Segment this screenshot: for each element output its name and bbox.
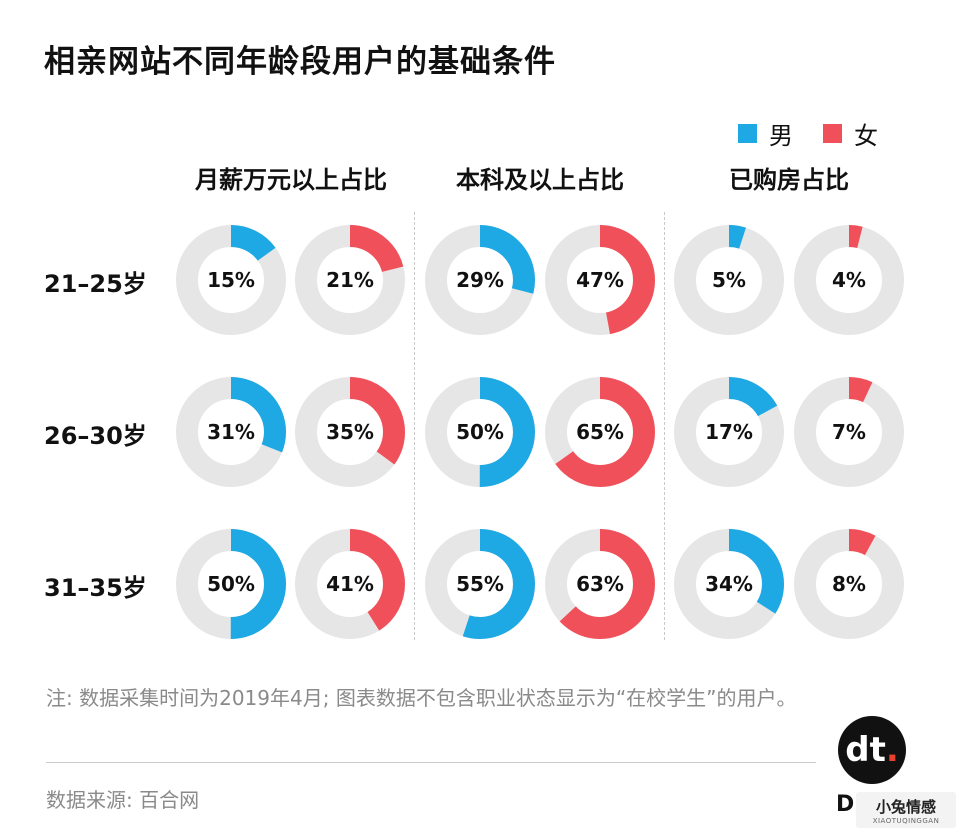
donut-segment-female xyxy=(295,529,405,639)
divider-line xyxy=(46,762,816,763)
donut-segment-female xyxy=(545,529,655,639)
donut-male: 50% xyxy=(425,377,535,487)
watermark-text: 小兔情感 xyxy=(875,797,936,816)
data-label: 34% xyxy=(705,572,753,596)
donut-segment-female xyxy=(794,377,904,487)
data-label: 50% xyxy=(456,420,504,444)
watermark-badge: 小兔情感 XIAOTUQINGGAN xyxy=(856,792,956,828)
donut-segment-female xyxy=(794,225,904,335)
chart-title: 相亲网站不同年龄段用户的基础条件 xyxy=(44,44,556,80)
donut-segment-female xyxy=(545,377,655,487)
donut-female: 35% xyxy=(295,377,405,487)
column-header-education: 本科及以上占比 xyxy=(456,166,624,194)
row-label-21-25: 21–25岁 xyxy=(44,270,147,298)
legend: 男 女 xyxy=(738,116,908,151)
data-label: 15% xyxy=(207,268,255,292)
legend-label-female: 女 xyxy=(854,122,878,150)
data-label: 31% xyxy=(207,420,255,444)
donut-segment-male xyxy=(176,377,286,487)
dt-logo: dt. xyxy=(838,716,906,784)
donut-male: 50% xyxy=(176,529,286,639)
donut-male: 55% xyxy=(425,529,535,639)
column-header-income: 月薪万元以上占比 xyxy=(195,166,387,194)
donut-male: 34% xyxy=(674,529,784,639)
legend-item-female: 女 xyxy=(823,116,878,151)
donut-segment-male xyxy=(674,225,784,335)
data-label: 35% xyxy=(326,420,374,444)
data-label: 21% xyxy=(326,268,374,292)
column-header-housing: 已购房占比 xyxy=(729,166,849,194)
donut-female: 21% xyxy=(295,225,405,335)
donut-female: 41% xyxy=(295,529,405,639)
data-label: 4% xyxy=(832,268,866,292)
data-label: 47% xyxy=(576,268,624,292)
donut-female: 4% xyxy=(794,225,904,335)
donut-segment-female xyxy=(295,225,405,335)
row-label-31-35: 31–35岁 xyxy=(44,574,147,602)
donut-segment-female xyxy=(794,529,904,639)
donut-segment-male xyxy=(425,225,535,335)
donut-female: 65% xyxy=(545,377,655,487)
donut-segment-female xyxy=(295,377,405,487)
donut-segment-female xyxy=(545,225,655,335)
data-label: 65% xyxy=(576,420,624,444)
data-label: 41% xyxy=(326,572,374,596)
data-label: 29% xyxy=(456,268,504,292)
donut-segment-male xyxy=(176,529,286,639)
brand-letter: D xyxy=(836,792,855,817)
legend-item-male: 男 xyxy=(738,116,793,151)
donut-male: 31% xyxy=(176,377,286,487)
donut-female: 8% xyxy=(794,529,904,639)
data-label: 17% xyxy=(705,420,753,444)
row-label-26-30: 26–30岁 xyxy=(44,422,147,450)
donut-female: 7% xyxy=(794,377,904,487)
data-label: 55% xyxy=(456,572,504,596)
data-label: 7% xyxy=(832,420,866,444)
watermark-subtext: XIAOTUQINGGAN xyxy=(872,816,940,825)
donut-male: 29% xyxy=(425,225,535,335)
donut-female: 47% xyxy=(545,225,655,335)
donut-segment-male xyxy=(674,529,784,639)
donut-male: 15% xyxy=(176,225,286,335)
donut-segment-male xyxy=(425,529,535,639)
donut-male: 17% xyxy=(674,377,784,487)
data-label: 50% xyxy=(207,572,255,596)
legend-swatch-female xyxy=(823,124,842,143)
data-label: 63% xyxy=(576,572,624,596)
legend-swatch-male xyxy=(738,124,757,143)
donut-segment-male xyxy=(176,225,286,335)
donut-segment-male xyxy=(674,377,784,487)
donut-male: 5% xyxy=(674,225,784,335)
data-label: 5% xyxy=(712,268,746,292)
donut-segment-male xyxy=(425,377,535,487)
donut-female: 63% xyxy=(545,529,655,639)
footnote: 注: 数据采集时间为2019年4月; 图表数据不包含职业状态显示为“在校学生”的… xyxy=(46,686,797,710)
dt-logo-text: dt xyxy=(845,730,886,770)
data-label: 8% xyxy=(832,572,866,596)
source-text: 数据来源: 百合网 xyxy=(46,788,200,812)
column-divider xyxy=(414,212,415,640)
column-divider xyxy=(664,212,665,640)
legend-label-male: 男 xyxy=(769,122,793,150)
